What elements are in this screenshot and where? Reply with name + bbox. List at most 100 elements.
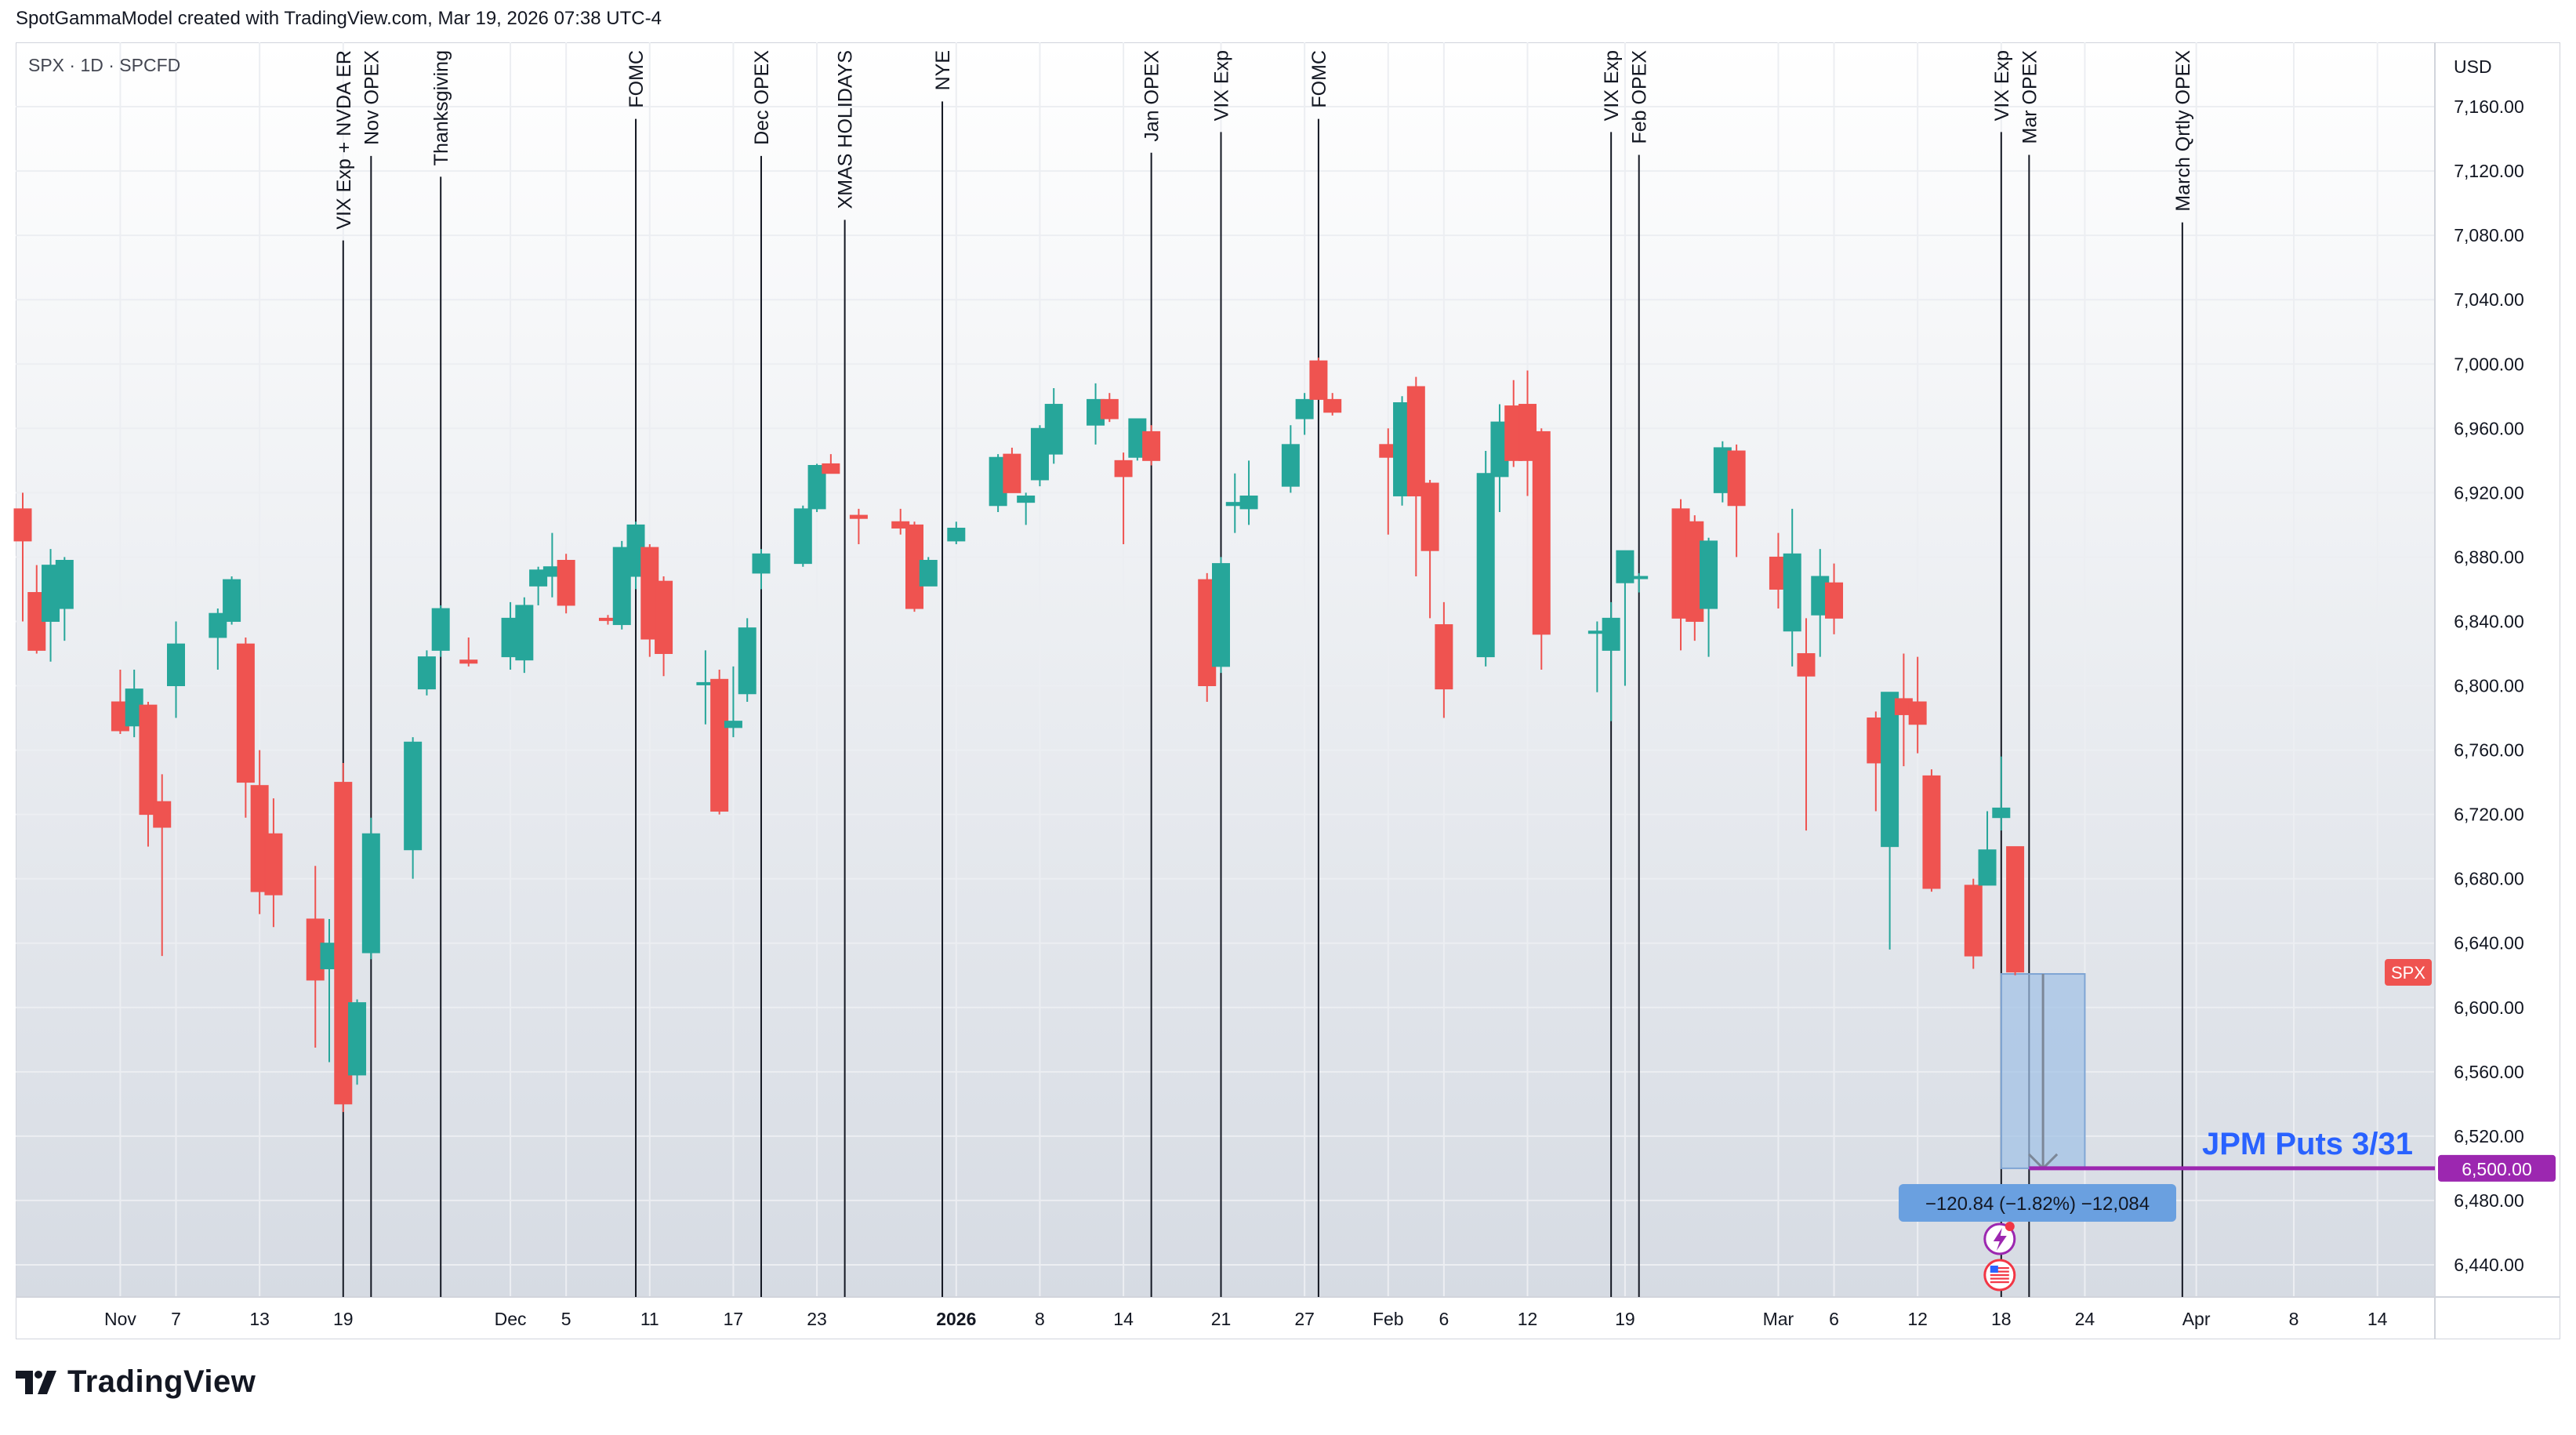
y-tick-label: 6,800.00 bbox=[2454, 676, 2524, 696]
x-tick-label: 19 bbox=[333, 1309, 354, 1329]
x-tick-label: 14 bbox=[2367, 1309, 2388, 1329]
level-price-tag-bg bbox=[2438, 1154, 2556, 1182]
candle[interactable] bbox=[1908, 701, 1927, 725]
candle[interactable] bbox=[515, 605, 534, 661]
candle[interactable] bbox=[1420, 482, 1439, 551]
tradingview-logo-icon bbox=[16, 1370, 56, 1394]
candle[interactable] bbox=[209, 612, 227, 638]
x-tick-label: 24 bbox=[2075, 1309, 2095, 1329]
y-tick-label: 7,040.00 bbox=[2454, 289, 2524, 310]
y-tick-label: 7,160.00 bbox=[2454, 96, 2524, 117]
candle[interactable] bbox=[264, 833, 283, 896]
candle[interactable] bbox=[1602, 617, 1620, 651]
tradingview-logo[interactable]: TradingView bbox=[16, 1364, 256, 1400]
candle[interactable] bbox=[1532, 430, 1551, 635]
event-label: Mar OPEX bbox=[2019, 50, 2041, 144]
logo-text: TradingView bbox=[67, 1364, 256, 1399]
event-label: VIX Exp bbox=[1991, 50, 2013, 121]
candle[interactable] bbox=[334, 782, 353, 1105]
candle[interactable] bbox=[1978, 849, 1997, 886]
candle[interactable] bbox=[2006, 846, 2025, 973]
candle[interactable] bbox=[348, 1002, 367, 1076]
candle[interactable] bbox=[236, 643, 255, 783]
candle[interactable] bbox=[1017, 495, 1036, 503]
candle[interactable] bbox=[417, 656, 436, 690]
candle[interactable] bbox=[1783, 553, 1801, 632]
candle[interactable] bbox=[459, 659, 478, 664]
candle[interactable] bbox=[1212, 563, 1230, 667]
candle[interactable] bbox=[807, 464, 826, 510]
candle[interactable] bbox=[431, 608, 450, 651]
candle[interactable] bbox=[738, 627, 756, 695]
candle[interactable] bbox=[223, 579, 241, 622]
candle[interactable] bbox=[1406, 386, 1425, 496]
candle[interactable] bbox=[153, 801, 172, 828]
candle[interactable] bbox=[1100, 398, 1119, 420]
y-tick-label: 7,080.00 bbox=[2454, 225, 2524, 245]
event-label: FOMC bbox=[1308, 50, 1330, 108]
candle[interactable] bbox=[557, 560, 575, 606]
candle[interactable] bbox=[1630, 576, 1649, 579]
candle[interactable] bbox=[1825, 582, 1844, 619]
lightning-icon bbox=[1993, 1228, 2007, 1251]
candle[interactable] bbox=[13, 508, 32, 542]
candle[interactable] bbox=[1727, 450, 1746, 507]
y-tick-label: 7,000.00 bbox=[2454, 354, 2524, 374]
candle[interactable] bbox=[793, 508, 812, 565]
candle[interactable] bbox=[167, 643, 186, 687]
candle[interactable] bbox=[612, 547, 631, 626]
currency-label[interactable]: USD bbox=[2454, 56, 2492, 77]
candle[interactable] bbox=[404, 741, 423, 851]
candle[interactable] bbox=[1922, 775, 1941, 889]
candle[interactable] bbox=[1435, 624, 1453, 690]
x-tick-label: Apr bbox=[2182, 1309, 2211, 1329]
event-label: Nov OPEX bbox=[361, 50, 383, 145]
x-tick-label: 18 bbox=[1991, 1309, 2012, 1329]
flag-stripe bbox=[1990, 1281, 2009, 1284]
candle[interactable] bbox=[849, 514, 868, 519]
candle[interactable] bbox=[1044, 404, 1063, 455]
candle[interactable] bbox=[1239, 495, 1258, 510]
candle[interactable] bbox=[1992, 807, 2011, 819]
candle[interactable] bbox=[1964, 885, 1983, 957]
candle[interactable] bbox=[1616, 550, 1634, 583]
candle[interactable] bbox=[822, 463, 840, 474]
candle[interactable] bbox=[1003, 453, 1021, 493]
x-tick-label: 2026 bbox=[936, 1309, 976, 1329]
flag-stripe bbox=[1990, 1277, 2009, 1280]
event-label: Jan OPEX bbox=[1141, 50, 1163, 142]
candle[interactable] bbox=[655, 580, 673, 654]
candle[interactable] bbox=[919, 560, 938, 587]
candle[interactable] bbox=[1476, 473, 1495, 658]
y-tick-label: 6,840.00 bbox=[2454, 611, 2524, 631]
candle[interactable] bbox=[947, 527, 966, 542]
candle[interactable] bbox=[1700, 540, 1718, 609]
event-label: VIX Exp bbox=[1211, 50, 1233, 121]
candle[interactable] bbox=[710, 678, 729, 812]
symbol-label[interactable]: SPX · 1D · SPCFD bbox=[28, 55, 181, 75]
candle[interactable] bbox=[1881, 692, 1899, 848]
candle[interactable] bbox=[139, 704, 158, 816]
candle[interactable] bbox=[361, 833, 380, 954]
candle[interactable] bbox=[55, 560, 74, 609]
candle[interactable] bbox=[529, 569, 548, 587]
candle[interactable] bbox=[1142, 430, 1161, 461]
y-tick-label: 6,960.00 bbox=[2454, 418, 2524, 438]
candle[interactable] bbox=[752, 553, 771, 574]
level-price-tag: 6,500.00 bbox=[2462, 1159, 2532, 1179]
candle[interactable] bbox=[1114, 460, 1133, 478]
flag-stripe bbox=[1990, 1274, 2009, 1277]
candle[interactable] bbox=[1281, 444, 1300, 487]
candle[interactable] bbox=[724, 721, 742, 728]
candle[interactable] bbox=[1295, 398, 1314, 420]
candle[interactable] bbox=[1323, 398, 1342, 413]
x-tick-label: 13 bbox=[249, 1309, 270, 1329]
x-tick-label: 6 bbox=[1439, 1309, 1449, 1329]
candle[interactable] bbox=[1797, 652, 1816, 677]
measure-label-bg bbox=[1899, 1184, 2176, 1222]
candle[interactable] bbox=[1309, 360, 1328, 400]
y-tick-label: 6,600.00 bbox=[2454, 997, 2524, 1018]
chart-frame bbox=[16, 42, 2560, 1339]
x-tick-label: 7 bbox=[171, 1309, 181, 1329]
